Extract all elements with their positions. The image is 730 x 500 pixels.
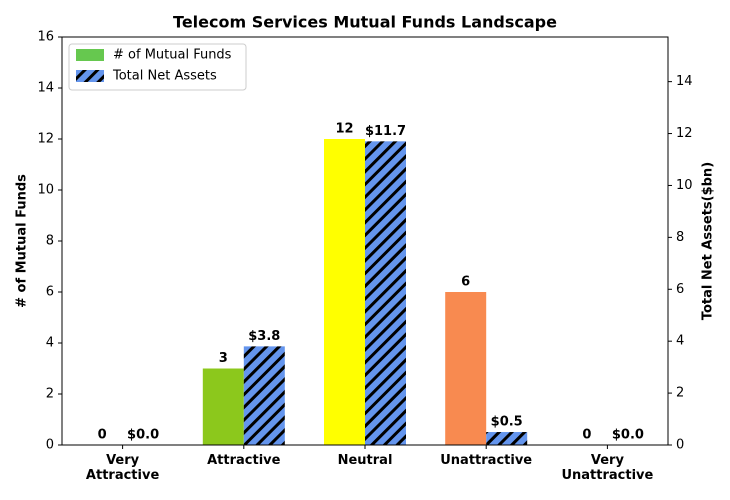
legend-swatch	[76, 70, 104, 82]
bar	[486, 432, 528, 445]
y2-tick-label: 8	[676, 230, 684, 245]
value-label: 0	[582, 428, 591, 443]
x-tick-label: Attractive	[207, 453, 281, 468]
value-label: $0.0	[127, 428, 159, 443]
legend-label: # of Mutual Funds	[113, 48, 232, 63]
y2-tick-label: 4	[676, 334, 684, 349]
x-tick-label: Very Unattractive	[561, 453, 654, 483]
y-tick-label: 10	[37, 183, 54, 198]
value-label: 6	[461, 275, 470, 290]
y-tick-label: 14	[37, 81, 54, 96]
y-tick-label: 2	[46, 387, 54, 402]
y-axis-label: # of Mutual Funds	[15, 174, 30, 308]
y-tick-label: 8	[46, 234, 54, 249]
y-tick-label: 16	[37, 30, 54, 45]
value-label: $0.5	[491, 415, 523, 430]
plot-frame	[61, 36, 669, 446]
bar	[324, 139, 365, 445]
x-tick-label: Unattractive	[440, 453, 533, 468]
y2-tick-label: 2	[676, 386, 684, 401]
y2-tick-label: 12	[676, 126, 693, 141]
legend-box	[68, 43, 247, 91]
y2-tick-label: 14	[676, 74, 693, 89]
chart-title: Telecom Services Mutual Funds Landscape	[173, 13, 557, 32]
value-label: 3	[219, 351, 228, 366]
y2-tick-label: 6	[676, 282, 684, 297]
y2-tick-label: 10	[676, 178, 693, 193]
y-tick-label: 6	[46, 285, 54, 300]
x-tick-label: Neutral	[337, 453, 393, 468]
bar	[202, 368, 244, 445]
bar	[243, 346, 285, 445]
y2-axis-label: Total Net Assets($bn)	[701, 162, 716, 320]
value-label: 0	[98, 428, 107, 443]
value-label: $0.0	[612, 428, 644, 443]
value-label: 12	[335, 122, 353, 137]
value-label: $11.7	[365, 124, 406, 139]
y2-tick-label: 0	[676, 438, 684, 453]
legend-swatch	[76, 49, 104, 61]
bar	[445, 292, 487, 445]
y-tick-label: 0	[46, 438, 54, 453]
y-tick-label: 12	[37, 132, 54, 147]
y-tick-label: 4	[46, 336, 54, 351]
x-tick-label: Very Attractive	[85, 453, 160, 483]
legend-label: Total Net Assets	[112, 69, 217, 84]
value-label: $3.8	[248, 329, 280, 344]
bar	[365, 141, 406, 445]
